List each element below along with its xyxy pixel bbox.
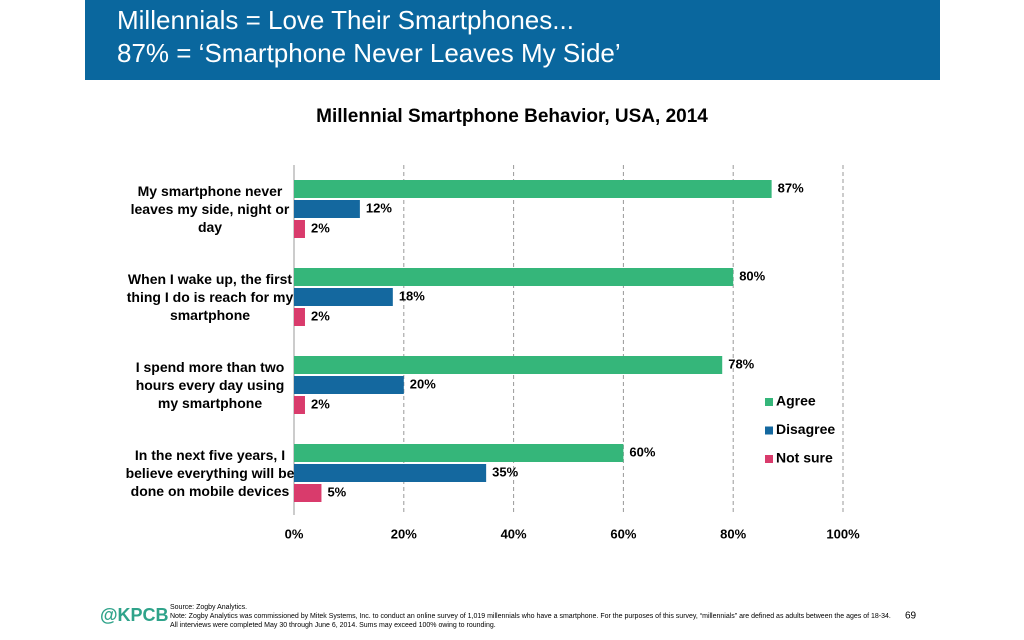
value-label: 20% (410, 376, 436, 391)
legend-label: Not sure (776, 450, 833, 466)
legend-label: Disagree (776, 421, 835, 437)
bar (294, 200, 360, 218)
x-tick-label: 40% (501, 526, 527, 541)
value-label: 2% (311, 308, 330, 323)
value-label: 12% (366, 200, 392, 215)
bar (294, 376, 404, 394)
bar (294, 464, 487, 482)
x-tick-label: 0% (285, 526, 304, 541)
header-title: Millennials = Love Their Smartphones... (117, 5, 574, 35)
x-tick-label: 80% (720, 526, 746, 541)
bar (294, 396, 305, 414)
note: Note: Zogby Analytics was commissioned b… (170, 613, 891, 629)
x-tick-label: 100% (826, 526, 860, 541)
value-label: 5% (327, 484, 346, 499)
bar (294, 180, 772, 198)
legend-label: Agree (776, 393, 816, 409)
category-label: I spend more than two hours every day us… (135, 359, 285, 411)
legend-swatch (765, 455, 773, 463)
bar (294, 268, 734, 286)
bar (294, 288, 393, 306)
brand: @KPCB (100, 605, 169, 625)
value-label: 2% (311, 396, 330, 411)
source: Source: Zogby Analytics. (170, 604, 247, 611)
bar (294, 484, 322, 502)
bar (294, 308, 305, 326)
category-label: In the next five years, I believe everyt… (125, 447, 295, 499)
header-bar (85, 0, 940, 80)
value-label: 80% (739, 268, 765, 283)
legend-swatch (765, 398, 773, 406)
value-label: 78% (728, 356, 754, 371)
category-label: My smartphone never leaves my side, nigh… (130, 183, 290, 235)
value-label: 18% (399, 288, 425, 303)
x-tick-label: 20% (391, 526, 417, 541)
category-label: When I wake up, the first thing I do is … (126, 271, 294, 323)
page-number: 69 (905, 611, 917, 622)
bar (294, 220, 305, 238)
value-label: 35% (492, 464, 518, 479)
bar (294, 356, 723, 374)
x-tick-label: 60% (610, 526, 636, 541)
header-title: 87% = ‘Smartphone Never Leaves My Side’ (117, 38, 621, 68)
value-label: 2% (311, 220, 330, 235)
value-label: 60% (629, 444, 655, 459)
value-label: 87% (778, 180, 804, 195)
bar (294, 444, 624, 462)
legend-swatch (765, 426, 773, 435)
chart-title: Millennial Smartphone Behavior, USA, 201… (316, 106, 708, 127)
